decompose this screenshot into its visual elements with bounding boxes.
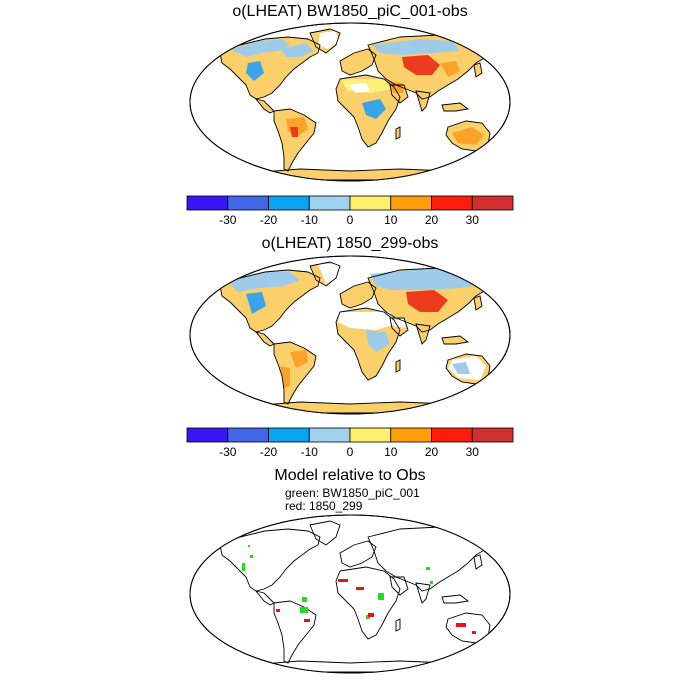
colorbar-1-tick: 30 <box>466 213 480 227</box>
green-marker <box>302 597 307 602</box>
green-marker <box>300 607 308 613</box>
colorbar-1-tick: 10 <box>384 213 398 227</box>
panel-3-title: Model relative to Obs <box>274 467 425 484</box>
panel-3-map <box>189 514 511 674</box>
green-marker <box>250 555 253 558</box>
colorbar-2-box-7 <box>431 427 473 443</box>
colorbar-2-box-4 <box>308 427 351 443</box>
colorbar-2-tick: -10 <box>301 445 319 459</box>
colorbar-2: -30 -20 -10 0 10 20 30 <box>186 427 514 459</box>
colorbar-2-tick: -20 <box>260 445 278 459</box>
red-marker <box>368 613 374 617</box>
red-marker <box>356 587 364 590</box>
colorbar-1-box-4 <box>308 195 351 211</box>
colorbar-1-box-2 <box>227 195 269 211</box>
colorbar-1-tick: 20 <box>425 213 439 227</box>
red-marker <box>304 619 310 622</box>
colorbar-2-tick: 10 <box>384 445 398 459</box>
colorbar-2-tick: 0 <box>347 445 354 459</box>
legend-green: green: BW1850_piC_001 <box>285 486 420 500</box>
colorbar-2-box-1 <box>186 427 229 443</box>
colorbar-1: -30 -20 -10 0 10 20 30 <box>186 195 514 227</box>
green-marker <box>378 593 384 600</box>
colorbar-2-box-3 <box>268 427 310 443</box>
colorbar-2-tick: 20 <box>425 445 439 459</box>
panel-2-title: o(LHEAT) 1850_299-obs <box>262 235 439 252</box>
panel-1-map <box>189 22 511 182</box>
green-marker <box>430 581 433 584</box>
colorbar-1-box-1 <box>186 195 229 211</box>
colorbar-1-tick: -10 <box>301 213 319 227</box>
legend-red: red: 1850_299 <box>285 499 363 513</box>
red-marker <box>338 579 348 582</box>
colorbar-1-box-5 <box>349 195 392 211</box>
colorbar-2-box-5 <box>349 427 392 443</box>
colorbar-2-box-2 <box>227 427 269 443</box>
colorbar-1-tick: -20 <box>260 213 278 227</box>
green-marker <box>242 563 245 571</box>
colorbar-2-box-8 <box>471 427 514 443</box>
red-marker <box>472 631 476 634</box>
green-marker <box>248 545 250 547</box>
colorbar-2-box-6 <box>390 427 432 443</box>
panel-1-title: o(LHEAT) BW1850_piC_001-obs <box>232 3 467 20</box>
colorbar-1-tick: 0 <box>347 213 354 227</box>
colorbar-1-box-7 <box>431 195 473 211</box>
red-marker <box>456 623 466 627</box>
colorbar-1-box-8 <box>471 195 514 211</box>
colorbar-1-box-3 <box>268 195 310 211</box>
colorbar-1-box-6 <box>390 195 432 211</box>
green-marker <box>426 567 430 570</box>
colorbar-1-tick: -30 <box>219 213 237 227</box>
red-marker <box>276 609 280 612</box>
colorbar-2-tick: 30 <box>466 445 480 459</box>
colorbar-2-tick: -30 <box>219 445 237 459</box>
panel-2-map <box>189 255 511 415</box>
